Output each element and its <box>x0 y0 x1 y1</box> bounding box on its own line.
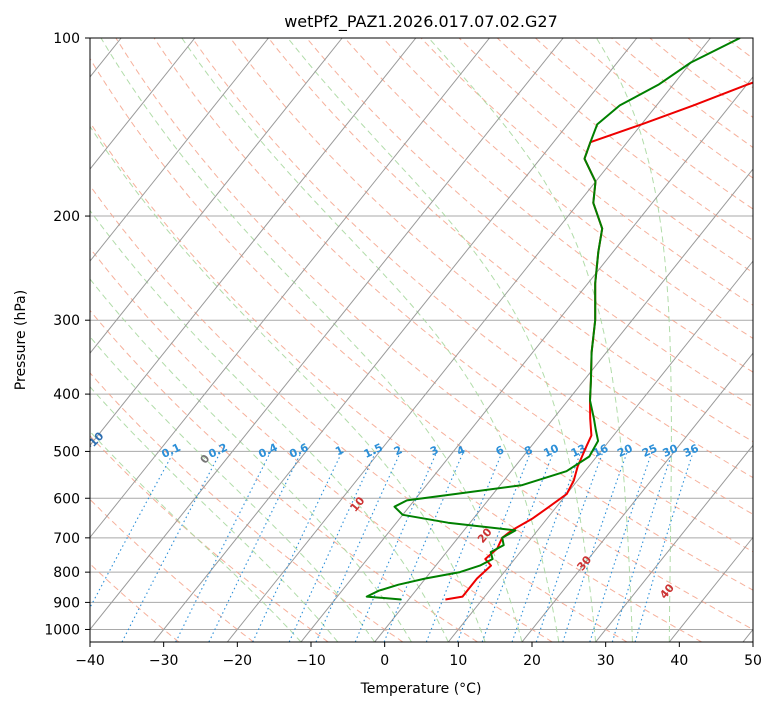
x-tick-label: 50 <box>744 653 762 669</box>
x-tick-label: −30 <box>149 653 179 669</box>
y-tick-label: 500 <box>53 444 80 460</box>
x-tick-label: 40 <box>670 653 688 669</box>
x-tick-label: −10 <box>296 653 326 669</box>
x-axis-label: Temperature (°C) <box>360 681 482 697</box>
y-tick-label: 200 <box>53 209 80 225</box>
x-tick-label: −20 <box>223 653 253 669</box>
y-tick-label: 1000 <box>44 622 80 638</box>
y-tick-label: 300 <box>53 313 80 329</box>
x-tick-label: −40 <box>75 653 105 669</box>
x-tick-label: 20 <box>523 653 541 669</box>
y-axis-label: Pressure (hPa) <box>13 290 29 390</box>
x-tick-label: 10 <box>449 653 467 669</box>
x-tick-label: 30 <box>597 653 615 669</box>
y-tick-label: 800 <box>53 565 80 581</box>
y-tick-label: 600 <box>53 491 80 507</box>
y-tick-label: 900 <box>53 595 80 611</box>
y-tick-label: 700 <box>53 531 80 547</box>
y-tick-label: 400 <box>53 387 80 403</box>
y-tick-label: 100 <box>53 31 80 47</box>
x-tick-label: 0 <box>380 653 389 669</box>
chart-title: wetPf2_PAZ1.2026.017.07.02.G27 <box>284 12 558 32</box>
